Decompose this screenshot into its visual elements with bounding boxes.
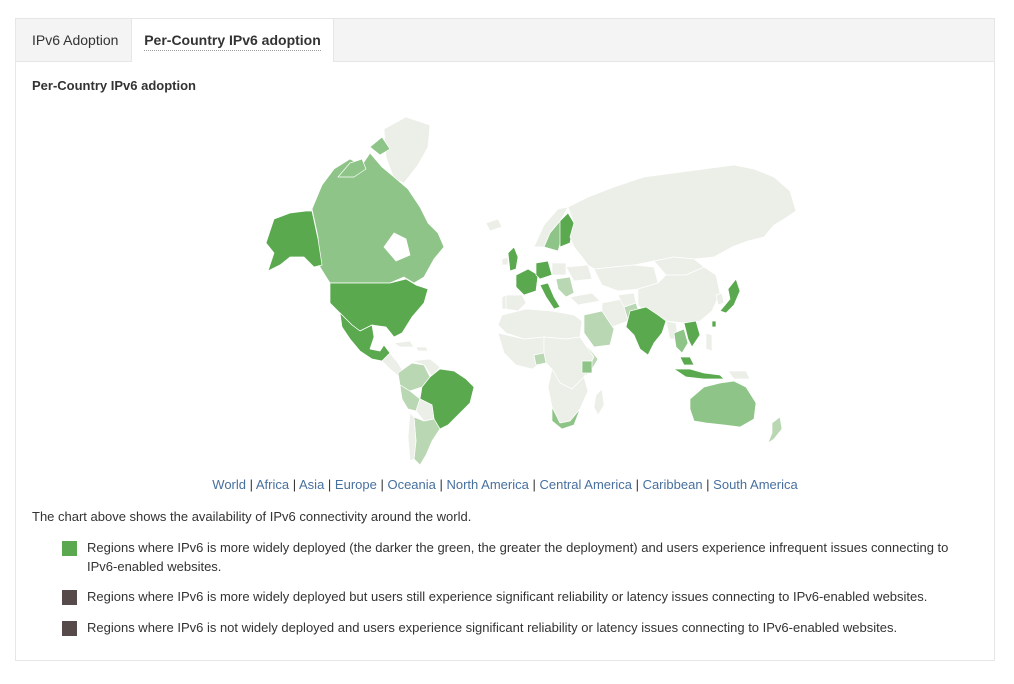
region-links: World | Africa | Asia | Europe | Oceania… — [16, 477, 994, 492]
country-philippines[interactable] — [705, 332, 713, 352]
country-kenya[interactable] — [581, 360, 593, 374]
country-mexico[interactable] — [339, 312, 391, 362]
country-ireland[interactable] — [501, 256, 509, 266]
link-separator: | — [246, 477, 256, 492]
legend-item-not-deployed: Regions where IPv6 is not widely deploye… — [62, 618, 962, 638]
link-separator: | — [702, 477, 714, 492]
legend-swatch-unreliable-deployed — [62, 590, 77, 605]
country-canada[interactable] — [311, 152, 445, 284]
country-balkans[interactable] — [555, 276, 575, 298]
country-south-korea[interactable] — [715, 292, 725, 306]
country-canada-arctic-islands-2[interactable] — [369, 136, 391, 156]
country-chile[interactable] — [407, 412, 417, 462]
tab-per-country-label: Per-Country IPv6 adoption — [144, 32, 321, 51]
country-australia[interactable] — [689, 380, 757, 428]
country-iceland[interactable] — [485, 218, 503, 232]
country-indonesia[interactable] — [673, 368, 725, 380]
ipv6-panel: IPv6 Adoption Per-Country IPv6 adoption … — [15, 18, 995, 661]
tab-per-country-ipv6-adoption[interactable]: Per-Country IPv6 adoption — [131, 19, 334, 62]
country-canada-arctic-islands[interactable] — [337, 158, 367, 178]
region-west-africa[interactable] — [497, 332, 545, 370]
region-link-oceania[interactable]: Oceania — [387, 477, 436, 492]
region-link-caribbean[interactable]: Caribbean — [642, 477, 703, 492]
region-link-north-america[interactable]: North America — [446, 477, 529, 492]
country-portugal[interactable] — [501, 294, 507, 310]
country-new-zealand[interactable] — [767, 416, 783, 444]
country-bolivia[interactable] — [415, 398, 435, 422]
tab-bar: IPv6 Adoption Per-Country IPv6 adoption — [16, 19, 994, 62]
country-russia[interactable] — [567, 164, 797, 270]
country-thailand[interactable] — [673, 328, 689, 354]
country-italy[interactable] — [539, 282, 561, 310]
link-separator: | — [528, 477, 540, 492]
country-poland[interactable] — [551, 262, 567, 276]
country-papua-new-guinea[interactable] — [727, 370, 751, 380]
country-malaysia[interactable] — [679, 356, 695, 366]
link-separator: | — [289, 477, 300, 492]
region-caribbean[interactable] — [415, 346, 429, 352]
country-turkey[interactable] — [569, 292, 601, 306]
region-link-asia[interactable]: Asia — [299, 477, 325, 492]
country-france[interactable] — [515, 268, 539, 296]
legend-text-green: Regions where IPv6 is more widely deploy… — [87, 540, 949, 574]
country-greenland[interactable] — [383, 116, 431, 184]
country-spain[interactable] — [505, 294, 527, 312]
country-alaska[interactable] — [265, 210, 323, 272]
region-link-south-america[interactable]: South America — [713, 477, 798, 492]
region-link-central-america[interactable]: Central America — [539, 477, 632, 492]
country-madagascar[interactable] — [593, 388, 605, 416]
region-link-europe[interactable]: Europe — [334, 477, 377, 492]
link-separator: | — [631, 477, 643, 492]
tab-ipv6-adoption[interactable]: IPv6 Adoption — [32, 32, 119, 48]
region-link-world[interactable]: World — [212, 477, 246, 492]
country-south-africa[interactable] — [551, 406, 581, 430]
country-argentina[interactable] — [413, 416, 441, 466]
link-separator: | — [435, 477, 447, 492]
country-germany[interactable] — [535, 260, 553, 280]
link-separator: | — [376, 477, 388, 492]
country-taiwan[interactable] — [711, 320, 717, 328]
world-map — [265, 116, 797, 466]
country-saudi-arabia[interactable] — [583, 310, 615, 348]
link-separator: | — [324, 477, 335, 492]
country-nigeria[interactable] — [533, 352, 547, 366]
country-afghanistan[interactable] — [617, 292, 637, 308]
region-north-africa[interactable] — [497, 308, 583, 340]
panel-title: Per-Country IPv6 adoption — [32, 78, 196, 93]
region-link-africa[interactable]: Africa — [255, 477, 290, 492]
legend-text-not-deployed: Regions where IPv6 is not widely deploye… — [87, 620, 898, 635]
country-ukraine[interactable] — [565, 264, 593, 282]
map-description: The chart above shows the availability o… — [32, 509, 472, 524]
country-cuba[interactable] — [393, 340, 415, 348]
country-vietnam[interactable] — [683, 320, 701, 348]
country-united-kingdom[interactable] — [507, 246, 519, 272]
legend-swatch-not-deployed — [62, 621, 77, 636]
hudson-bay — [383, 232, 411, 262]
legend-item-green: Regions where IPv6 is more widely deploy… — [62, 538, 962, 578]
legend-item-unreliable-deployed: Regions where IPv6 is more widely deploy… — [62, 587, 962, 607]
country-japan[interactable] — [719, 278, 741, 314]
legend-swatch-green — [62, 541, 77, 556]
legend-text-unreliable-deployed: Regions where IPv6 is more widely deploy… — [87, 589, 928, 604]
country-india[interactable] — [625, 306, 667, 356]
